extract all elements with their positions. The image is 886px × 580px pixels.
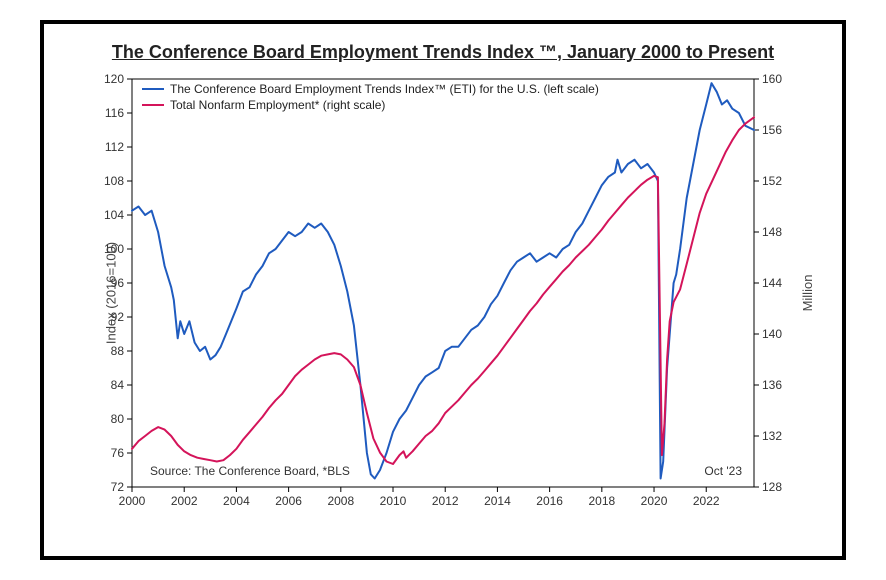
svg-text:2022: 2022 — [693, 494, 720, 508]
svg-text:156: 156 — [762, 123, 782, 137]
svg-text:148: 148 — [762, 225, 782, 239]
svg-text:112: 112 — [105, 140, 124, 154]
svg-text:2004: 2004 — [223, 494, 250, 508]
svg-text:160: 160 — [762, 72, 782, 86]
svg-text:2014: 2014 — [484, 494, 511, 508]
chart-wrap: Index (2016=100) Million 727680848892961… — [84, 71, 802, 515]
svg-text:152: 152 — [762, 174, 782, 188]
svg-text:88: 88 — [111, 344, 125, 358]
svg-text:116: 116 — [105, 106, 124, 120]
svg-text:132: 132 — [762, 429, 782, 443]
svg-text:2012: 2012 — [432, 494, 459, 508]
page-outer: The Conference Board Employment Trends I… — [0, 0, 886, 580]
svg-text:140: 140 — [762, 327, 782, 341]
svg-text:76: 76 — [111, 446, 125, 460]
svg-text:2020: 2020 — [641, 494, 668, 508]
svg-text:136: 136 — [762, 378, 782, 392]
svg-text:2002: 2002 — [171, 494, 198, 508]
y-right-label: Million — [800, 275, 815, 312]
svg-text:108: 108 — [104, 174, 124, 188]
y-left-label: Index (2016=100) — [104, 242, 119, 344]
svg-text:2008: 2008 — [327, 494, 354, 508]
svg-text:Oct '23: Oct '23 — [704, 464, 742, 478]
svg-text:The Conference Board Employmen: The Conference Board Employment Trends I… — [170, 82, 599, 96]
svg-text:80: 80 — [111, 412, 125, 426]
svg-text:2000: 2000 — [119, 494, 146, 508]
chart-title: The Conference Board Employment Trends I… — [84, 42, 802, 63]
svg-text:2010: 2010 — [380, 494, 407, 508]
svg-text:128: 128 — [762, 480, 782, 494]
svg-text:120: 120 — [104, 72, 124, 86]
svg-text:2018: 2018 — [588, 494, 615, 508]
svg-text:84: 84 — [111, 378, 125, 392]
svg-text:Total Nonfarm Employment* (rig: Total Nonfarm Employment* (right scale) — [170, 98, 385, 112]
chart-svg: 7276808488929610010410811211612012813213… — [84, 71, 802, 515]
svg-text:144: 144 — [762, 276, 782, 290]
svg-text:2006: 2006 — [275, 494, 302, 508]
svg-text:Source: The Conference Board,: Source: The Conference Board, *BLS — [150, 464, 350, 478]
svg-text:2016: 2016 — [536, 494, 563, 508]
svg-text:72: 72 — [111, 480, 125, 494]
svg-text:104: 104 — [104, 208, 124, 222]
chart-frame: The Conference Board Employment Trends I… — [40, 20, 846, 560]
